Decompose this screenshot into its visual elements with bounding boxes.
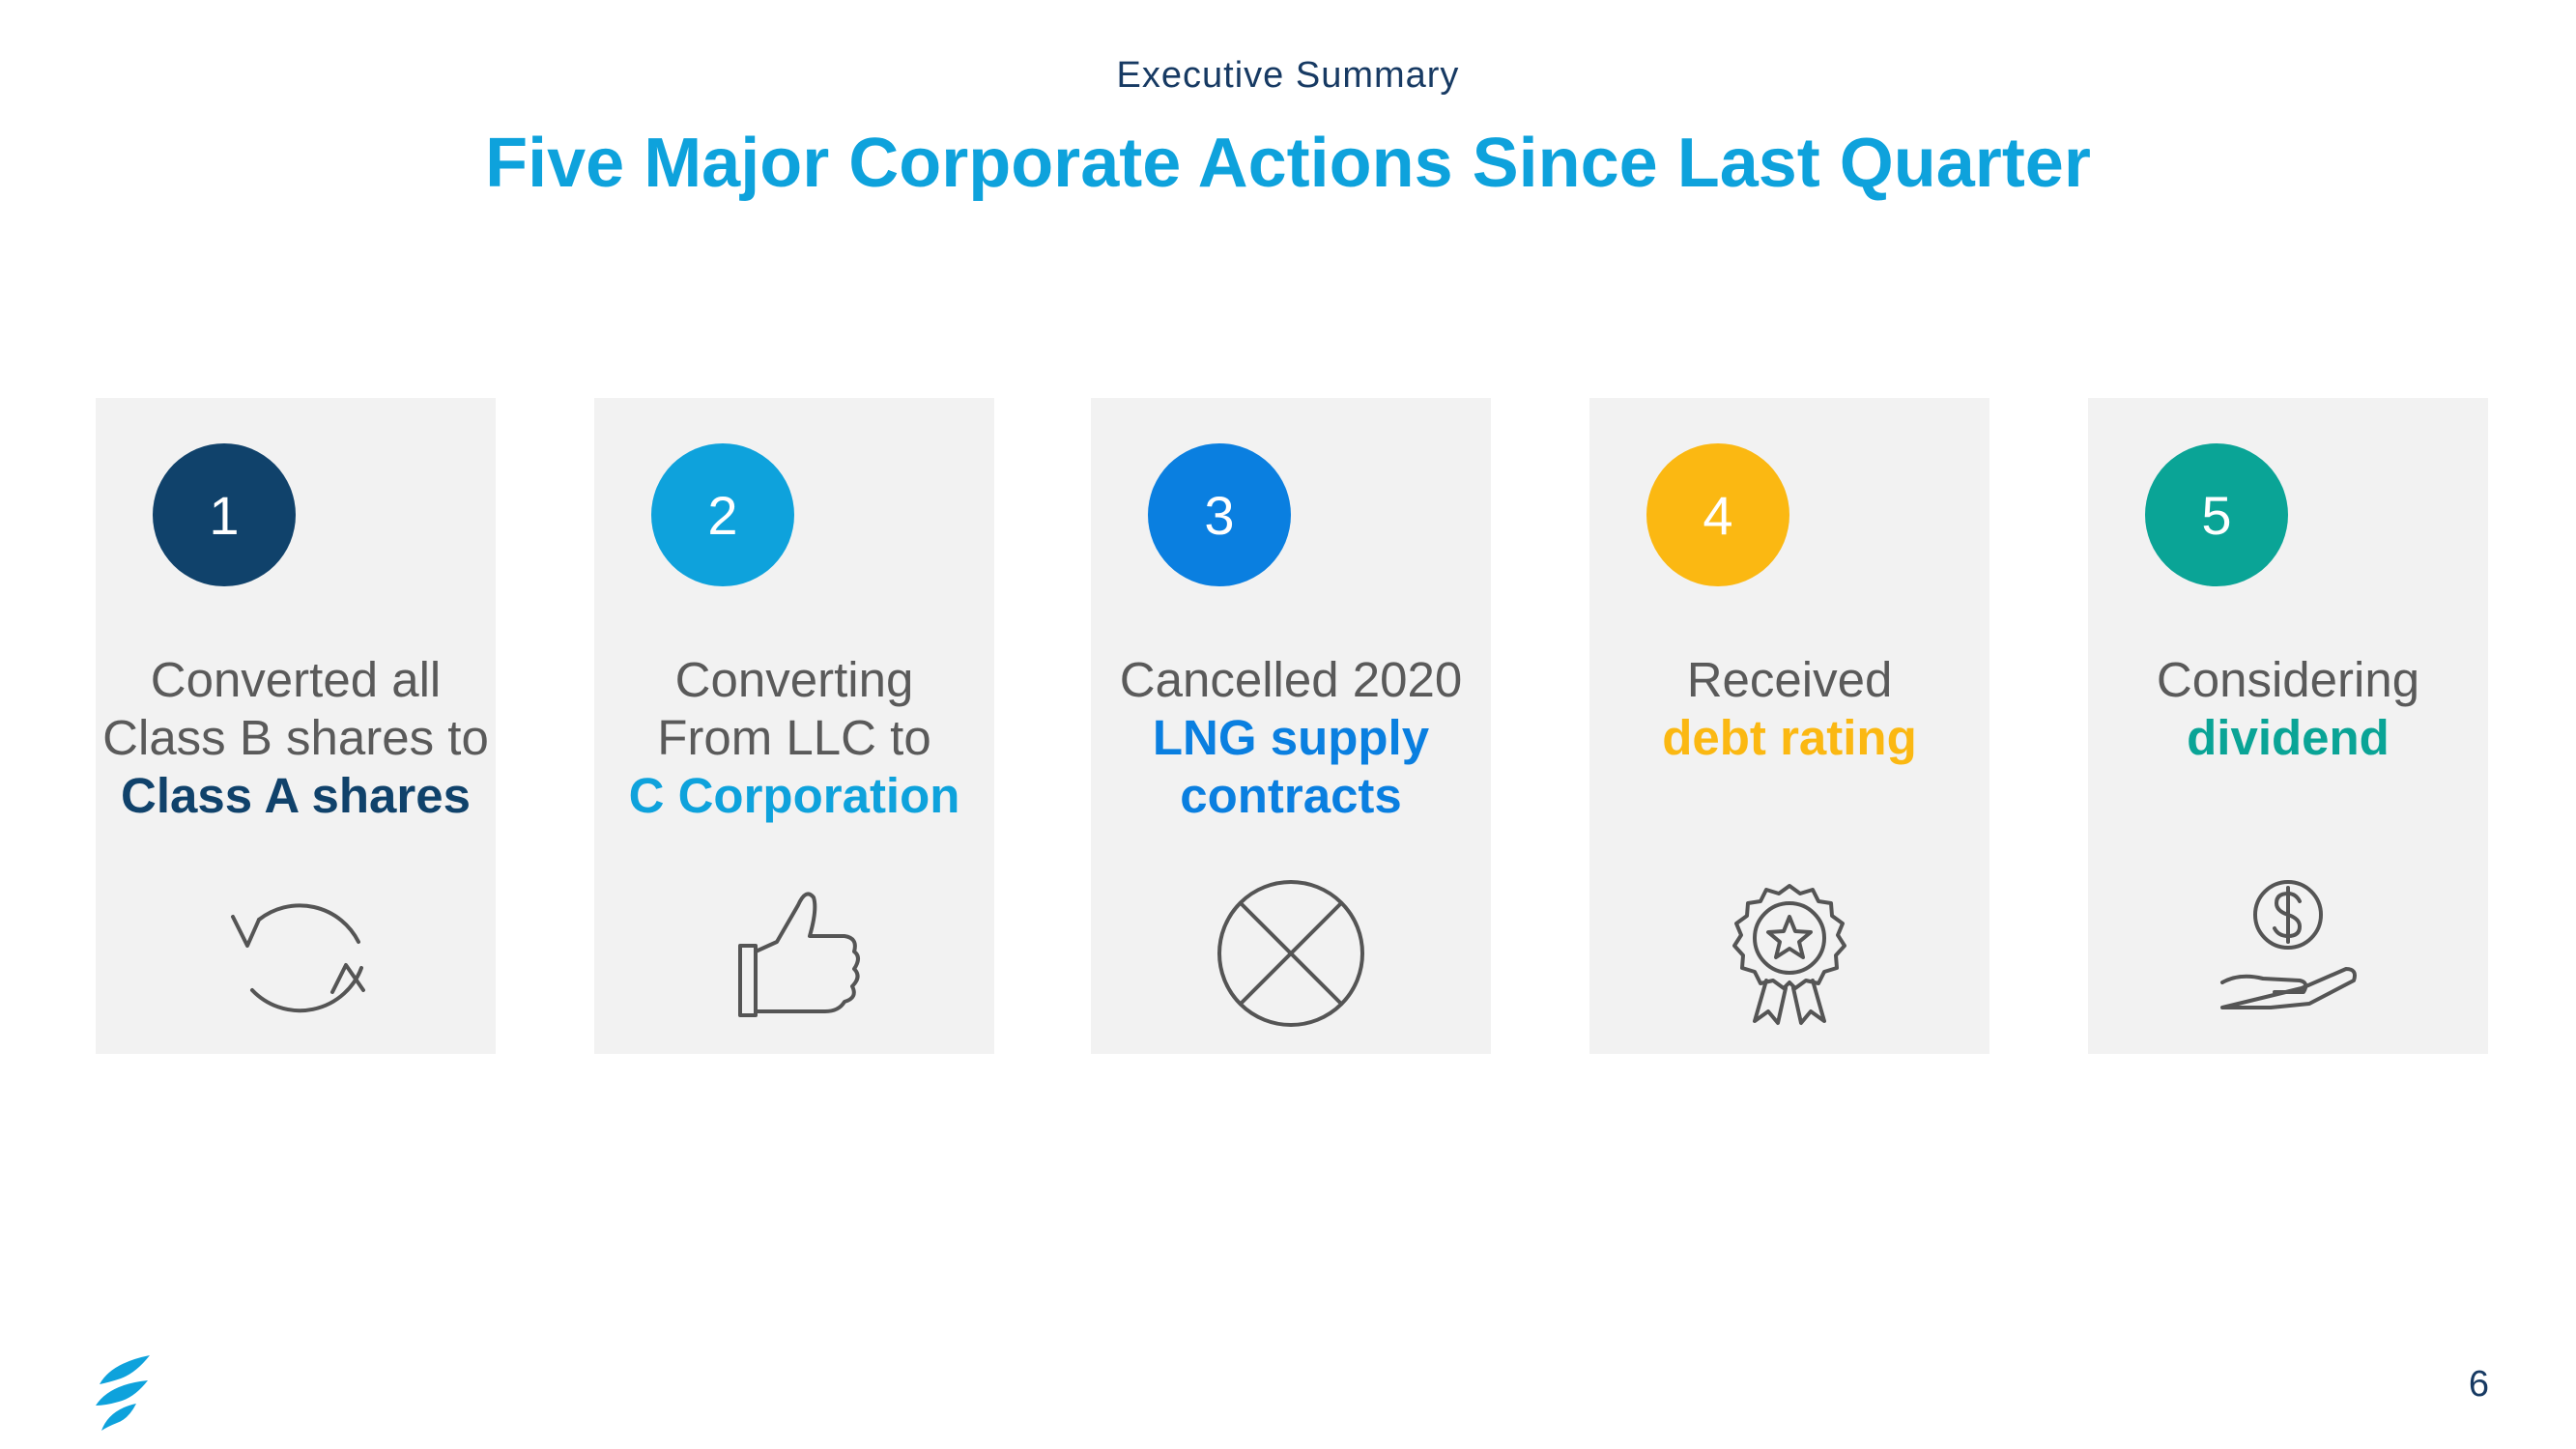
card-text-line: Received <box>1686 652 1893 707</box>
card-text-line: Converted all <box>150 652 442 707</box>
card-description: Converting From LLC to C Corporation <box>594 651 994 825</box>
cancel-circle-icon <box>1214 876 1368 1031</box>
card-emphasis-text: Class A shares <box>121 768 471 823</box>
card-description: Received debt rating <box>1589 651 1989 767</box>
card-description: Considering dividend <box>2088 651 2488 767</box>
page-number: 6 <box>2468 1364 2489 1405</box>
step-number-badge: 2 <box>651 443 794 586</box>
section-subtitle: Executive Summary <box>1116 55 1460 96</box>
card-text-line: From LLC to <box>657 710 931 765</box>
award-ribbon-icon <box>1712 876 1867 1031</box>
card-emphasis-text: LNG supply <box>1152 710 1430 765</box>
thumbs-up-icon <box>717 876 872 1031</box>
card-text-line: Class B shares to <box>102 710 489 765</box>
card-description: Converted all Class B shares to Class A … <box>96 651 496 825</box>
action-card-3: 3 Cancelled 2020 LNG supply contracts <box>1091 398 1491 1054</box>
card-emphasis-text: contracts <box>1180 768 1402 823</box>
card-emphasis-text: C Corporation <box>628 768 960 823</box>
action-card-4: 4 Received debt rating <box>1589 398 1989 1054</box>
card-text-line: Cancelled 2020 <box>1119 652 1463 707</box>
action-card-2: 2 Converting From LLC to C Corporation <box>594 398 994 1054</box>
company-flame-logo <box>92 1346 161 1433</box>
card-emphasis-text: debt rating <box>1662 710 1917 765</box>
page-title: Five Major Corporate Actions Since Last … <box>485 125 2091 202</box>
card-description: Cancelled 2020 LNG supply contracts <box>1091 651 1491 825</box>
refresh-icon <box>218 876 373 1031</box>
card-emphasis-text: dividend <box>2187 710 2390 765</box>
card-text-line: Converting <box>674 652 914 707</box>
step-number-badge: 1 <box>153 443 296 586</box>
step-number-badge: 4 <box>1646 443 1789 586</box>
action-card-1: 1 Converted all Class B shares to Class … <box>96 398 496 1054</box>
step-number-badge: 5 <box>2145 443 2288 586</box>
dollar-hand-icon <box>2211 876 2365 1031</box>
step-number-badge: 3 <box>1148 443 1291 586</box>
card-text-line: Considering <box>2156 652 2420 707</box>
action-card-5: 5 Considering dividend <box>2088 398 2488 1054</box>
